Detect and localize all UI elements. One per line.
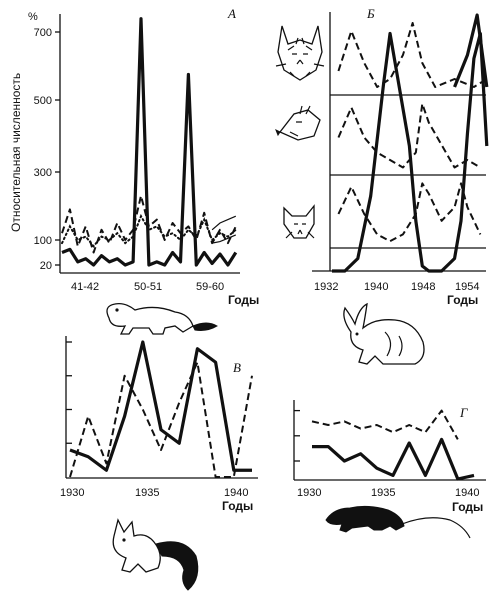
- panel-g-x-axis-label: Годы: [452, 500, 483, 514]
- panel-a-x-axis-label: Годы: [228, 293, 259, 307]
- panel-a-x-tick-1: 41-42: [71, 281, 99, 293]
- panel-a-y-tick-label: 500: [34, 95, 52, 107]
- panel-g: Г 1930 1935 1940 Годы: [293, 400, 486, 514]
- panel-g-x-tick-2: 1935: [371, 487, 395, 499]
- panel-b-x-tick-4: 1954: [455, 281, 479, 293]
- panel-a-series-5: [211, 234, 237, 244]
- panel-v-x-tick-1: 1930: [60, 487, 84, 499]
- panel-a-x-tick-3: 59-60: [196, 281, 224, 293]
- fox-icon: [275, 105, 321, 141]
- squirrel-icon: [112, 518, 199, 591]
- panel-v-series-1: [69, 340, 252, 472]
- panel-b-x-tick-2: 1940: [364, 281, 388, 293]
- percent-sign: %: [28, 11, 38, 23]
- y-axis-label: Относительная численность: [9, 73, 23, 232]
- panel-g-series-2: [311, 409, 459, 440]
- panel-g-label: Г: [459, 405, 468, 420]
- panel-b-series-3: [332, 31, 489, 273]
- panel-a-y-tick-label: 100: [34, 235, 52, 247]
- hare-icon: [343, 302, 425, 365]
- predator-icon: [283, 204, 315, 239]
- panel-a-y-tick-label: 700: [34, 27, 52, 39]
- panel-a-y-tick-label: 300: [34, 167, 52, 179]
- panel-b: Б 1932 1940 1948 1954 Годы: [275, 6, 489, 307]
- lynx-icon: [275, 25, 325, 81]
- panel-v-x-tick-3: 1940: [224, 487, 248, 499]
- panel-b-series-4: [337, 102, 481, 169]
- panel-b-x-axis-label: Годы: [447, 293, 478, 307]
- panel-g-x-tick-3: 1940: [455, 487, 479, 499]
- panel-a-series-1: [61, 17, 238, 267]
- panel-a-series-3: [61, 213, 237, 248]
- panel-v-x-tick-2: 1935: [135, 487, 159, 499]
- panel-b-x-tick-1: 1932: [314, 281, 338, 293]
- panel-b-series-2: [337, 22, 488, 88]
- panel-a-x-tick-2: 50-51: [134, 281, 162, 293]
- ermine-icon: [106, 302, 218, 335]
- panel-a-label: А: [227, 6, 236, 21]
- panel-v-series-2: [69, 361, 253, 478]
- panel-g-series-1: [312, 437, 475, 481]
- panel-a: А 20 100 300 500 700 41-42 50-51 59-60 Годы: [34, 6, 260, 307]
- panel-v-x-axis-label: Годы: [222, 499, 253, 513]
- panel-v-label: В: [233, 360, 241, 375]
- panel-b-label: Б: [366, 6, 375, 21]
- panel-v: В 1930 1935 1940 Годы: [60, 336, 258, 513]
- panel-g-x-tick-1: 1930: [297, 487, 321, 499]
- shrew-icon: [325, 505, 471, 539]
- panel-b-x-tick-3: 1948: [411, 281, 435, 293]
- panel-a-y-tick-label: 20: [40, 260, 52, 272]
- panel-a-series-4: [211, 215, 237, 231]
